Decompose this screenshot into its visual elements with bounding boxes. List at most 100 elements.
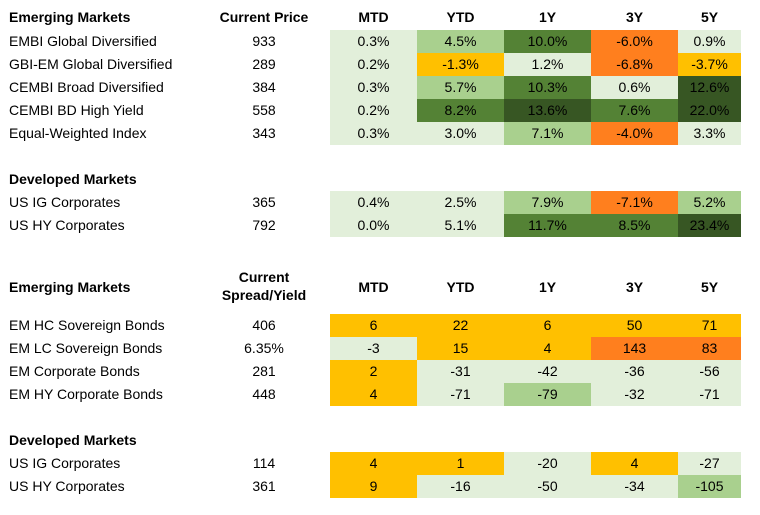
current-value: 6.35% <box>244 340 284 356</box>
index-name: US IG Corporates <box>9 194 121 210</box>
value-cell-5y: -27 <box>678 452 741 475</box>
value-cell-mtd: -3 <box>330 337 417 360</box>
index-name: CEMBI BD High Yield <box>9 102 144 118</box>
value-cell-mtd: 6 <box>330 314 417 337</box>
value-cell-1y: 7.1% <box>504 122 591 145</box>
value-cell-mtd: 0.3% <box>330 122 417 145</box>
value-cell-mtd: 0.2% <box>330 99 417 122</box>
section-title: Emerging Markets <box>9 279 131 295</box>
current-value: 406 <box>252 317 276 333</box>
value-cell-mtd: 0.3% <box>330 30 417 53</box>
value-cell-5y: 83 <box>678 337 741 360</box>
value-cell-3y: -6.8% <box>591 53 678 76</box>
value-cell-1y: 1.2% <box>504 53 591 76</box>
value-cell-ytd: 15 <box>417 337 504 360</box>
column-header-3y: 3Y <box>625 9 644 25</box>
section-title: Developed Markets <box>9 171 137 187</box>
current-spread-header: Current Spread/Yield <box>214 268 314 308</box>
value-cell-ytd: 5.7% <box>417 76 504 99</box>
value-cell-mtd: 4 <box>330 383 417 406</box>
value-cell-5y: 71 <box>678 314 741 337</box>
current-value: 361 <box>252 478 276 494</box>
value-cell-5y: -56 <box>678 360 741 383</box>
value-cell-1y: -50 <box>504 475 591 498</box>
column-header-5y: 5Y <box>700 9 719 25</box>
table-row: US IG Corporates 365 0.4% 2.5% 7.9% -7.1% 5.2% <box>0 191 760 214</box>
value-cell-mtd: 0.4% <box>330 191 417 214</box>
value-cell-5y: -3.7% <box>678 53 741 76</box>
value-cell-3y: 143 <box>591 337 678 360</box>
section-title: Emerging Markets <box>9 9 131 25</box>
current-value: 558 <box>252 102 276 118</box>
value-cell-ytd: 3.0% <box>417 122 504 145</box>
table-row: CEMBI Broad Diversified 384 0.3% 5.7% 10.3% 0… <box>0 76 760 99</box>
table-row: EM HC Sovereign Bonds 406 6 22 6 50 71 <box>0 314 760 337</box>
value-cell-1y: 7.9% <box>504 191 591 214</box>
header-row: Emerging Markets Current Spread/Yield MTD YT… <box>0 269 760 303</box>
value-cell-ytd: 8.2% <box>417 99 504 122</box>
table-row: CEMBI BD High Yield 558 0.2% 8.2% 13.6% 7.6% 2… <box>0 99 760 122</box>
value-cell-mtd: 0.0% <box>330 214 417 237</box>
value-cell-3y: -36 <box>591 360 678 383</box>
index-name: EM HY Corporate Bonds <box>9 386 163 402</box>
value-cell-5y: -105 <box>678 475 741 498</box>
column-header-ytd: YTD <box>446 9 475 25</box>
value-cell-mtd: 0.2% <box>330 53 417 76</box>
current-value: 792 <box>252 217 276 233</box>
value-cell-mtd: 4 <box>330 452 417 475</box>
index-name: CEMBI Broad Diversified <box>9 79 164 95</box>
value-cell-ytd: -16 <box>417 475 504 498</box>
index-name: EM LC Sovereign Bonds <box>9 340 163 356</box>
value-cell-1y: 4 <box>504 337 591 360</box>
value-cell-ytd: 22 <box>417 314 504 337</box>
value-cell-mtd: 2 <box>330 360 417 383</box>
current-value: 343 <box>252 125 276 141</box>
value-cell-mtd: 9 <box>330 475 417 498</box>
current-value: 281 <box>252 363 276 379</box>
index-name: US HY Corporates <box>9 478 125 494</box>
value-cell-1y: -20 <box>504 452 591 475</box>
table-row: EM HY Corporate Bonds 448 4 -71 -79 -32 -71 <box>0 383 760 406</box>
value-cell-ytd: 5.1% <box>417 214 504 237</box>
table-row: GBI-EM Global Diversified 289 0.2% -1.3% 1.2… <box>0 53 760 76</box>
value-cell-1y: 10.0% <box>504 30 591 53</box>
value-cell-1y: 13.6% <box>504 99 591 122</box>
value-cell-5y: 0.9% <box>678 30 741 53</box>
value-cell-5y: 5.2% <box>678 191 741 214</box>
value-cell-3y: 7.6% <box>591 99 678 122</box>
index-name: US IG Corporates <box>9 455 121 471</box>
column-header-5y: 5Y <box>700 279 719 295</box>
current-price-header: Current Price <box>219 9 309 25</box>
table-row: US HY Corporates 792 0.0% 5.1% 11.7% 8.5% 23.4… <box>0 214 760 237</box>
value-cell-1y: -42 <box>504 360 591 383</box>
value-cell-3y: -7.1% <box>591 191 678 214</box>
column-header-mtd: MTD <box>358 9 389 25</box>
value-cell-5y: 12.6% <box>678 76 741 99</box>
header-row: Emerging Markets Current Price MTD YTD 1Y 3Y 5… <box>0 6 760 29</box>
section-title-row: Developed Markets <box>0 429 760 452</box>
column-header-mtd: MTD <box>358 279 389 295</box>
column-header-ytd: YTD <box>446 279 475 295</box>
value-cell-5y: 23.4% <box>678 214 741 237</box>
value-cell-5y: 22.0% <box>678 99 741 122</box>
spread-header-line1: Current <box>238 269 290 285</box>
value-cell-3y: 4 <box>591 452 678 475</box>
value-cell-3y: 0.6% <box>591 76 678 99</box>
section-title: Developed Markets <box>9 432 137 448</box>
column-header-3y: 3Y <box>625 279 644 295</box>
index-name: GBI-EM Global Diversified <box>9 56 173 72</box>
current-value: 365 <box>252 194 276 210</box>
index-name: EM HC Sovereign Bonds <box>9 317 165 333</box>
current-value: 384 <box>252 79 276 95</box>
value-cell-ytd: 2.5% <box>417 191 504 214</box>
value-cell-3y: -4.0% <box>591 122 678 145</box>
index-name: Equal-Weighted Index <box>9 125 147 141</box>
spread-header-line2: Spread/Yield <box>221 287 307 303</box>
table-row: US IG Corporates 114 4 1 -20 4 -27 <box>0 452 760 475</box>
value-cell-ytd: -1.3% <box>417 53 504 76</box>
current-value: 933 <box>252 33 276 49</box>
table-row: US HY Corporates 361 9 -16 -50 -34 -105 <box>0 475 760 498</box>
table-row: Equal-Weighted Index 343 0.3% 3.0% 7.1% -4.0%… <box>0 122 760 145</box>
value-cell-1y: 6 <box>504 314 591 337</box>
value-cell-1y: 11.7% <box>504 214 591 237</box>
